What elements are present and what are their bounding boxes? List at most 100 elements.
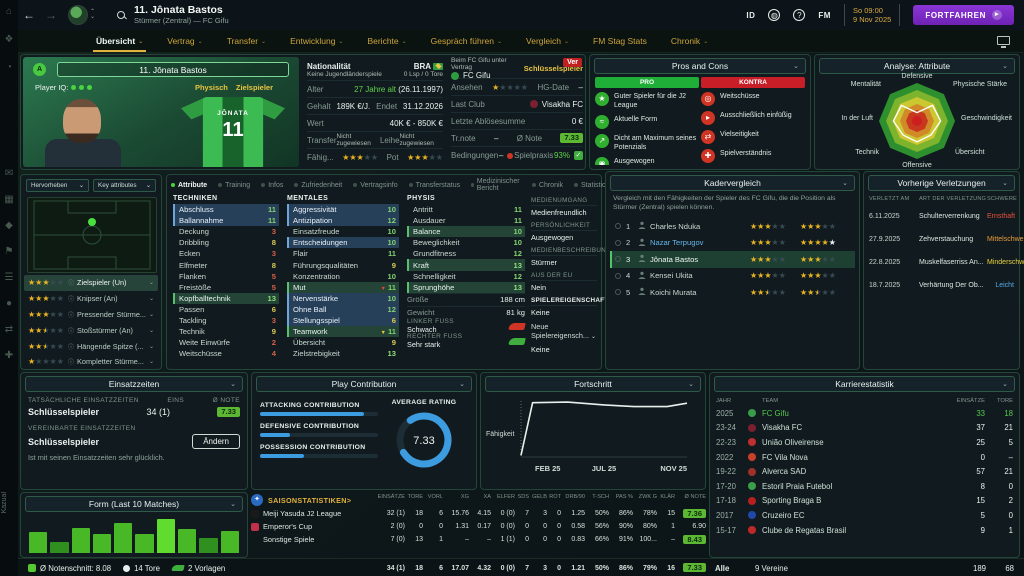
nav-tab[interactable]: FM Stag Stats (593, 36, 647, 46)
squad-compare-row[interactable]: 1 Charles Nduka ★★★★★ ★★★★★ (610, 218, 855, 235)
attribute-analysis-panel: Analyse: Attribute ⌄ Defensive Physische … (814, 54, 1020, 170)
compare-radio[interactable] (615, 289, 621, 296)
squad-comparison-description: Vergleich mit den Fähigkeiten der Spiele… (613, 195, 836, 211)
ball-icon[interactable]: ● (5, 298, 13, 309)
versatility-icon: ⇄ (701, 130, 715, 144)
key-attributes-dropdown[interactable]: Key attributes ⌄ (93, 179, 156, 192)
role-row[interactable]: ★★★★★ ⓘ Knipser (An) ⌄ (28, 294, 154, 304)
tactics-icon[interactable]: ⚑ (4, 246, 14, 257)
role-row[interactable]: ★★★★★ ⓘ Pressender Stürme... ⌄ (28, 309, 154, 319)
calendar-icon[interactable]: ▦ (4, 194, 14, 205)
nav-tab[interactable]: Gespräch führen ⌄ (430, 36, 503, 46)
nav-tab[interactable]: Vertrag ⌄ (167, 36, 203, 46)
club-icon[interactable]: ✚ (4, 350, 14, 361)
career-row[interactable]: 2017 Cruzeiro EC 5 0 (716, 510, 1013, 520)
squad-comparison-header[interactable]: Kadervergleich ⌄ (610, 175, 855, 191)
search-icon[interactable] (117, 10, 126, 20)
sub-tab[interactable]: Statistic (574, 182, 606, 189)
competition-icon (251, 522, 259, 531)
role-row[interactable]: ★★★★★ ⓘ Zielspieler (Un) ⌄ (24, 275, 158, 291)
career-row[interactable]: 17-20 Estoril Praia Futebol 8 0 (716, 481, 1013, 491)
pro-item: ≈ Aktuelle Form (595, 115, 699, 129)
chat-icon[interactable]: ❖ (4, 34, 14, 45)
sub-tab[interactable]: Vertragsinfo (353, 182, 398, 189)
squad-compare-row[interactable]: 5 Koichi Murata ★★★ ★ ★★ ★★★ ★ ★★ (610, 284, 855, 301)
sub-tab[interactable]: Training (218, 182, 250, 189)
nav-tab[interactable]: Vergleich ⌄ (526, 36, 570, 46)
season-stats-panel: ✦ SAISONSTATISTIKEN> EINSÄTZE TORE VORL XG XA… (251, 492, 706, 558)
season-stats-title[interactable]: SAISONSTATISTIKEN> (268, 495, 352, 505)
sub-tab[interactable]: Chronik (531, 182, 563, 189)
new-traits-dropdown[interactable]: Neue Spielereigensch... ⌄ (531, 322, 597, 340)
forward-arrow-icon[interactable]: → (45, 8, 57, 22)
sub-tab[interactable]: Attribute (171, 182, 207, 189)
home-icon[interactable]: ⌂ (5, 6, 13, 17)
sub-tab[interactable]: Zufriedenheit (294, 182, 342, 189)
sub-tab[interactable]: Transferstatus (408, 182, 460, 189)
chevron-down-icon: ⌄ (148, 311, 154, 318)
attribute-row: Beweglichkeit 10 (413, 238, 522, 248)
id-button[interactable]: ID (746, 10, 756, 20)
attribute-row: Konzentration 10 (293, 271, 396, 281)
continue-button[interactable]: FORTFAHREN ▸ (913, 5, 1014, 25)
decline-arrow-icon: ▼ (380, 330, 386, 337)
career-row[interactable]: 19-22 Alverca SAD 57 21 (716, 467, 1013, 477)
attribute-analysis-header[interactable]: Analyse: Attribute ⌄ (819, 58, 1015, 74)
role-row[interactable]: ★★★★★ ⓘ Kompletter Stürme... ⌄ (28, 357, 154, 367)
transfers-icon[interactable]: ⇄ (4, 324, 14, 335)
language-icon[interactable]: ◍ (768, 9, 781, 21)
avg-rating-badge: 7.33 (560, 133, 583, 143)
playing-time-header[interactable]: Einsatzzeiten ⌄ (25, 376, 243, 392)
main-nav: Übersicht ⌄ Vertrag ⌄ Transfer ⌄ Entwicklung ⌄ B… (18, 30, 1024, 53)
squad-icon[interactable]: ◆ (5, 220, 13, 231)
player-card: A 11. Jônata Bastos Player IQ: Physisch Z… (23, 57, 299, 167)
sub-tab[interactable]: Infos (261, 182, 283, 189)
career-row[interactable]: 17-18 Sporting Braga B 15 2 (716, 496, 1013, 506)
profile-icon[interactable]: ◔ (5, 62, 13, 73)
nav-tab[interactable]: Entwicklung ⌄ (290, 36, 344, 46)
highlight-dropdown[interactable]: Hervorheben ⌄ (26, 179, 89, 192)
monitor-icon[interactable] (997, 36, 1010, 48)
career-stats-header[interactable]: Karrierestatistik ⌄ (714, 376, 1015, 392)
avatar-switch-carets[interactable]: ⌃ ⌄ (90, 9, 96, 20)
play-contribution-header[interactable]: Play Contribution ⌄ (256, 376, 472, 392)
help-icon[interactable]: ? (793, 9, 806, 21)
squad-compare-row[interactable]: 4 Kensei Ukita ★★★★★ ★★★★★ (610, 268, 855, 285)
chevron-down-icon: ⌄ (1002, 63, 1008, 70)
career-row[interactable]: 2025 FC Gifu 33 18 (716, 408, 1013, 418)
squad-compare-row[interactable]: 2 Nazar Terpugov ★★★★★ ★★★★★ (610, 235, 855, 252)
stats-icon[interactable]: ☰ (4, 272, 14, 283)
change-button[interactable]: Ändern (192, 434, 240, 449)
role-row[interactable]: ★★★ ★ ★★ ⓘ Hängende Spitze (... ⌄ (28, 341, 154, 351)
back-arrow-icon[interactable]: ← (23, 8, 35, 22)
manager-avatar[interactable] (68, 5, 88, 25)
career-row[interactable]: 2022 FC Vila Nova 0– (716, 452, 1013, 462)
career-row[interactable]: 23-24 Visakha FC 37 21 (716, 423, 1013, 433)
career-row[interactable]: 22-23 União Oliveirense 25 5 (716, 437, 1013, 447)
squad-compare-row[interactable]: 3 Jônata Bastos ★★★★★ ★★★★★ (610, 251, 855, 268)
compare-radio[interactable] (615, 223, 621, 230)
team-crest-icon (748, 511, 756, 520)
compare-radio[interactable] (615, 272, 621, 279)
gamesense-icon: ✚ (701, 149, 715, 163)
previous-injuries-header[interactable]: Vorherige Verletzungen ⌄ (868, 175, 1015, 191)
compare-radio[interactable] (615, 239, 621, 246)
sub-tab[interactable]: Medizinischer Bericht (471, 178, 521, 192)
club-crest-icon (451, 71, 459, 80)
nav-tab[interactable]: Berichte ⌄ (367, 36, 407, 46)
mail-icon[interactable]: ✉ (4, 168, 14, 179)
career-row[interactable]: 15-17 Clube de Regatas Brasil 9 1 (716, 525, 1013, 535)
fm-logo[interactable]: FM (818, 10, 831, 20)
form-header[interactable]: Form (Last 10 Matches) ⌄ (25, 496, 243, 512)
nav-tab[interactable]: Transfer ⌄ (226, 36, 267, 46)
compare-radio[interactable] (615, 256, 621, 263)
nav-tab[interactable]: Chronik ⌄ (670, 36, 709, 46)
nav-tab[interactable]: Übersicht ⌄ (92, 30, 147, 53)
injury-row: 6.11.2025 Schulterverrenkung Ernsthaft (869, 213, 1016, 220)
progress-header[interactable]: Fortschritt ⌄ (485, 376, 701, 392)
role-row[interactable]: ★★★ ★ ★★ ⓘ Stoßstürmer (An) ⌄ (28, 325, 154, 335)
pros-cons-header[interactable]: Pros and Cons ⌄ (594, 58, 806, 74)
person-icon (638, 271, 650, 281)
chevron-down-icon: ⌄ (138, 38, 144, 45)
